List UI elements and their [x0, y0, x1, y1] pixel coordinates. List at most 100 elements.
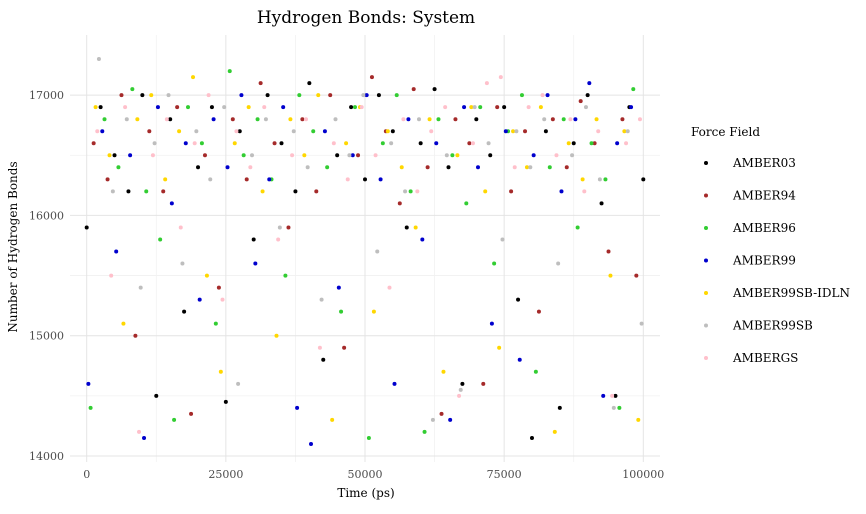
data-point: [625, 129, 630, 134]
data-point: [295, 405, 300, 410]
data-point: [158, 237, 163, 242]
data-point: [93, 105, 98, 110]
data-point: [199, 141, 204, 146]
data-point: [142, 435, 147, 440]
data-point: [234, 129, 239, 134]
data-point: [475, 165, 480, 170]
data-point: [314, 189, 319, 194]
data-point: [258, 81, 263, 86]
data-point: [192, 141, 197, 146]
data-point: [429, 129, 434, 134]
data-point: [345, 177, 350, 182]
data-point: [119, 93, 124, 98]
data-point: [519, 93, 524, 98]
data-point: [216, 285, 221, 290]
series-amber99sb: [96, 57, 644, 422]
data-point: [325, 165, 330, 170]
legend-marker: [704, 258, 708, 263]
legend-item: AMBER03: [704, 156, 796, 170]
data-point: [444, 153, 449, 158]
data-point: [307, 81, 312, 86]
data-point: [364, 93, 369, 98]
data-point: [542, 117, 547, 122]
data-point: [178, 225, 183, 230]
data-point: [277, 225, 282, 230]
data-point: [502, 105, 507, 110]
x-tick-label: 50000: [348, 468, 383, 481]
legend-marker: [704, 291, 708, 295]
data-point: [524, 165, 529, 170]
data-point: [128, 153, 133, 158]
data-point: [177, 129, 182, 134]
data-point: [144, 189, 149, 194]
data-point: [105, 177, 110, 182]
data-point: [570, 153, 575, 158]
data-point: [321, 357, 326, 362]
data-point: [580, 177, 585, 182]
data-point: [140, 93, 145, 98]
data-point: [399, 165, 404, 170]
data-point: [523, 129, 528, 134]
data-point: [599, 201, 604, 206]
data-point: [397, 201, 402, 206]
data-point: [469, 105, 474, 110]
legend-title: Force Field: [691, 125, 760, 139]
data-point: [166, 93, 171, 98]
legend-marker: [704, 323, 708, 328]
data-point: [637, 117, 642, 122]
data-point: [578, 99, 583, 104]
data-point: [297, 93, 302, 98]
data-point: [253, 261, 258, 266]
legend-item: AMBERGS: [704, 351, 798, 365]
data-point: [443, 105, 448, 110]
data-point: [439, 411, 444, 416]
data-point: [453, 117, 458, 122]
data-point: [197, 297, 202, 302]
legend-item: AMBER94: [704, 189, 796, 203]
data-point: [596, 129, 601, 134]
data-point: [498, 75, 503, 80]
data-point: [415, 189, 420, 194]
data-point: [147, 129, 152, 134]
data-point: [276, 237, 281, 242]
axes: 14000 15000 16000 17000 0 25000 50000 75000 1000…: [29, 89, 664, 481]
data-point: [220, 297, 225, 302]
data-point: [617, 405, 622, 410]
data-point: [186, 105, 190, 110]
data-point: [152, 141, 157, 146]
data-point: [543, 129, 548, 134]
data-point: [330, 417, 335, 422]
data-point: [634, 273, 639, 278]
data-point: [309, 441, 314, 446]
data-point: [481, 381, 486, 386]
data-point: [283, 273, 288, 278]
series-amber99sb-idln: [93, 75, 641, 434]
data-point: [436, 117, 441, 122]
data-point: [137, 429, 142, 434]
data-point: [302, 153, 307, 158]
data-point: [457, 393, 462, 398]
data-point: [95, 129, 100, 134]
data-point: [380, 141, 385, 146]
data-point: [406, 117, 411, 122]
x-tick-label: 25000: [208, 468, 243, 481]
x-tick-label: 0: [83, 468, 90, 481]
data-point: [244, 177, 249, 182]
data-point: [304, 117, 308, 122]
data-point: [213, 321, 218, 326]
data-point: [339, 309, 344, 314]
data-point: [620, 117, 625, 122]
data-point: [293, 189, 298, 194]
data-point: [427, 117, 432, 122]
data-point: [564, 165, 569, 170]
data-point: [350, 153, 355, 158]
data-point: [624, 141, 629, 146]
data-point: [512, 165, 517, 170]
data-point: [592, 141, 597, 146]
data-point: [583, 105, 588, 110]
data-point: [121, 321, 126, 326]
data-point: [418, 141, 423, 146]
data-point: [182, 309, 187, 314]
data-point: [529, 435, 534, 440]
